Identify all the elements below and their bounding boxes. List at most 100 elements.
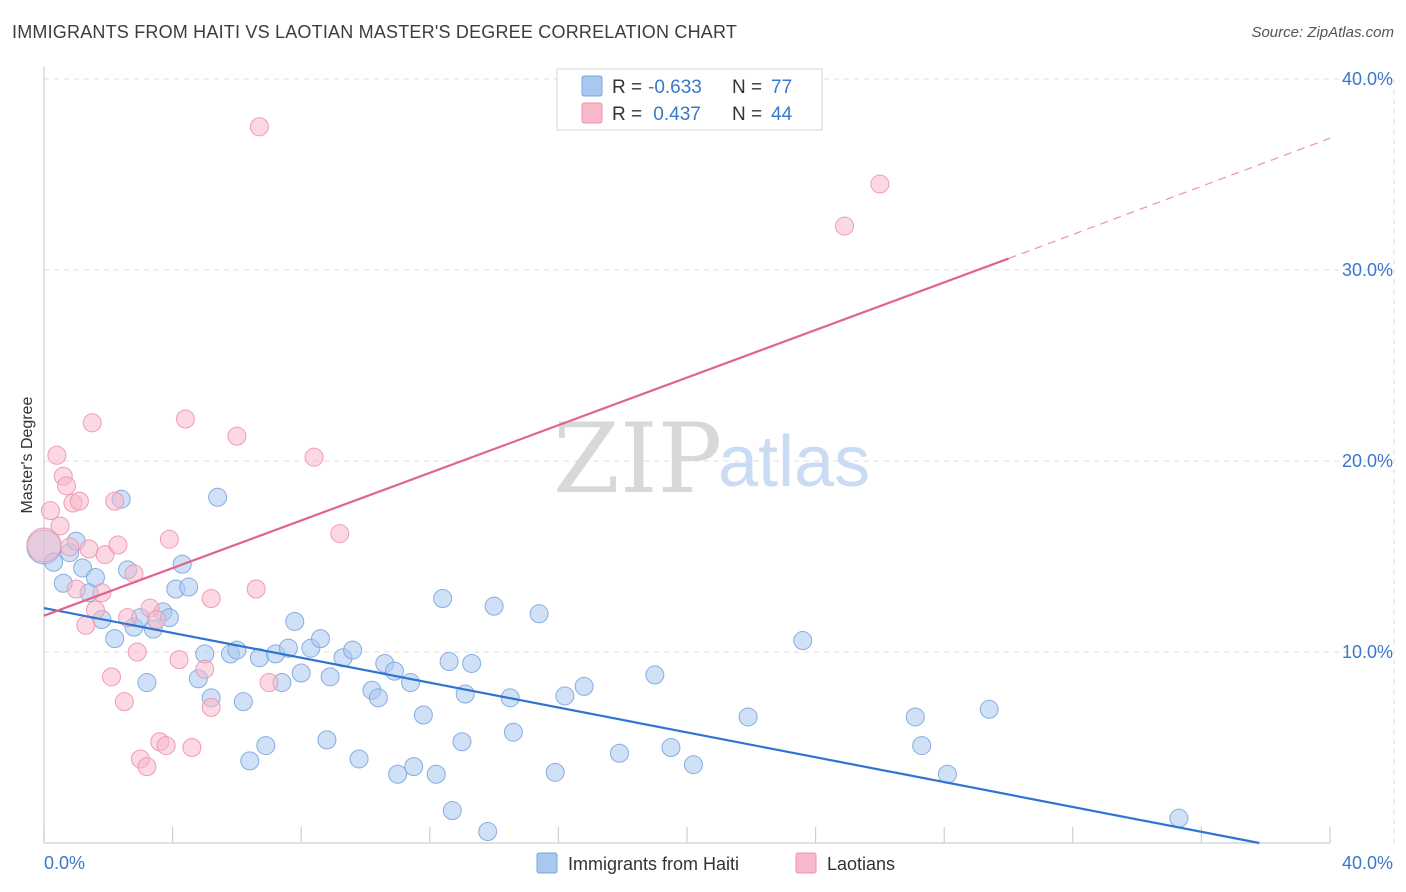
haiti-point-64 [555, 686, 575, 706]
laotian-point-6 [60, 537, 80, 557]
laotian-point-38 [249, 117, 269, 137]
haiti-point-55 [452, 732, 472, 752]
laotian-point-30 [169, 650, 189, 670]
haiti-point-9 [105, 629, 125, 649]
laotian-point-41 [330, 524, 350, 544]
laotian-point-17 [105, 491, 125, 511]
haiti-point-39 [320, 667, 340, 687]
laotian-point-32 [182, 738, 202, 757]
haiti-point-69 [683, 755, 703, 775]
laotian-point-35 [201, 697, 221, 717]
haiti-point-70 [738, 707, 758, 727]
y-tick-label-2: 30.0% [1342, 260, 1393, 280]
correlation-legend: R = -0.633 N = 77 R = 0.437 N = 44 [556, 68, 823, 131]
laotian-point-9 [69, 491, 89, 511]
haiti-point-61 [503, 722, 523, 742]
haiti-trend-line [43, 606, 1260, 845]
axes-layer [43, 67, 1331, 844]
haiti-point-58 [478, 822, 498, 842]
legend-r-label-haiti: R = [612, 77, 642, 98]
haiti-point-52 [433, 589, 453, 609]
laotian-point-11 [79, 539, 99, 559]
laotian-point-34 [201, 589, 221, 609]
haiti-point-35 [291, 663, 311, 683]
haiti-point-24 [208, 487, 228, 507]
laotian-point-20 [118, 608, 138, 628]
laotian-point-29 [159, 529, 179, 549]
laotian-point-3 [50, 516, 70, 536]
laotian-point-1 [40, 501, 60, 521]
legend-r-value-haiti: -0.633 [648, 77, 702, 98]
tick-labels: 10.0% 20.0% 30.0% 40.0% 0.0% 40.0% [44, 69, 1393, 873]
laotian-point-19 [114, 692, 134, 712]
haiti-point-49 [404, 757, 424, 777]
haiti-point-5 [73, 558, 93, 578]
laotian-point-40 [304, 447, 324, 467]
bottom-legend-swatch-laotian [795, 852, 817, 874]
laotian-point-33 [195, 659, 215, 679]
haiti-point-71 [793, 631, 813, 651]
haiti-point-41 [343, 640, 363, 660]
laotian-point-26 [147, 610, 167, 630]
haiti-point-57 [462, 653, 482, 673]
laotian-point-37 [246, 579, 266, 599]
haiti-point-51 [426, 764, 446, 784]
x-tick-label-0: 0.0% [44, 853, 85, 873]
watermark: ZIP atlas [553, 403, 870, 515]
haiti-point-37 [310, 629, 330, 649]
laotian-point-5 [57, 476, 77, 496]
laotian-point-15 [95, 545, 115, 565]
haiti-point-30 [256, 736, 276, 756]
laotian-point-31 [175, 409, 195, 429]
haiti-point-63 [545, 762, 565, 782]
legend-r-value-laotian: 0.437 [648, 104, 701, 125]
laotian-point-28 [156, 736, 176, 756]
haiti-point-67 [645, 665, 665, 685]
laotian-trend-line [43, 257, 1009, 617]
trend-layer [43, 137, 1331, 845]
y-axis-title: Master's Degree [19, 396, 36, 513]
grid-layer [44, 78, 1395, 843]
legend-swatch-haiti [581, 75, 603, 97]
laotian-point-8 [66, 579, 86, 599]
laotian-point-39 [259, 673, 279, 693]
laotian-point-18 [108, 535, 128, 555]
laotian-point-42 [835, 216, 855, 236]
laotian-point-22 [127, 642, 147, 662]
haiti-point-59 [484, 596, 504, 616]
y-tick-label-3: 40.0% [1342, 69, 1393, 89]
y-tick-label-0: 10.0% [1342, 642, 1393, 662]
laotian-trend-extension [1008, 137, 1331, 260]
source-label: Source: ZipAtlas.com [1251, 24, 1394, 41]
haiti-point-68 [661, 738, 681, 757]
legend-n-label-haiti: N = [732, 77, 762, 98]
haiti-point-20 [179, 577, 199, 597]
laotian-point-2 [47, 445, 67, 465]
haiti-point-65 [574, 676, 594, 696]
haiti-point-28 [240, 751, 260, 771]
series-legend: Immigrants from Haiti Laotians [536, 852, 895, 874]
haiti-point-38 [317, 730, 337, 750]
laotian-point-36 [227, 426, 247, 446]
haiti-point-50 [413, 705, 433, 725]
haiti-point-72 [905, 707, 925, 727]
laotian-point-43 [870, 174, 890, 194]
laotian-point-24 [137, 757, 157, 777]
legend-n-value-haiti: 77 [771, 77, 792, 98]
haiti-point-73 [912, 736, 932, 756]
haiti-point-53 [439, 652, 459, 672]
chart-title: IMMIGRANTS FROM HAITI VS LAOTIAN MASTER'… [12, 22, 738, 42]
haiti-point-47 [388, 764, 408, 784]
laotian-point-16 [102, 667, 122, 687]
x-tick-label-1: 40.0% [1342, 853, 1393, 873]
haiti-point-33 [278, 638, 298, 658]
haiti-point-54 [442, 801, 462, 821]
legend-n-value-laotian: 44 [771, 104, 793, 125]
haiti-point-27 [233, 692, 253, 712]
laotian-point-12 [82, 413, 102, 433]
bottom-legend-swatch-haiti [536, 852, 558, 874]
y-tick-label-1: 20.0% [1342, 451, 1393, 471]
bottom-legend-label-laotian: Laotians [827, 854, 895, 874]
haiti-point-62 [529, 604, 549, 624]
